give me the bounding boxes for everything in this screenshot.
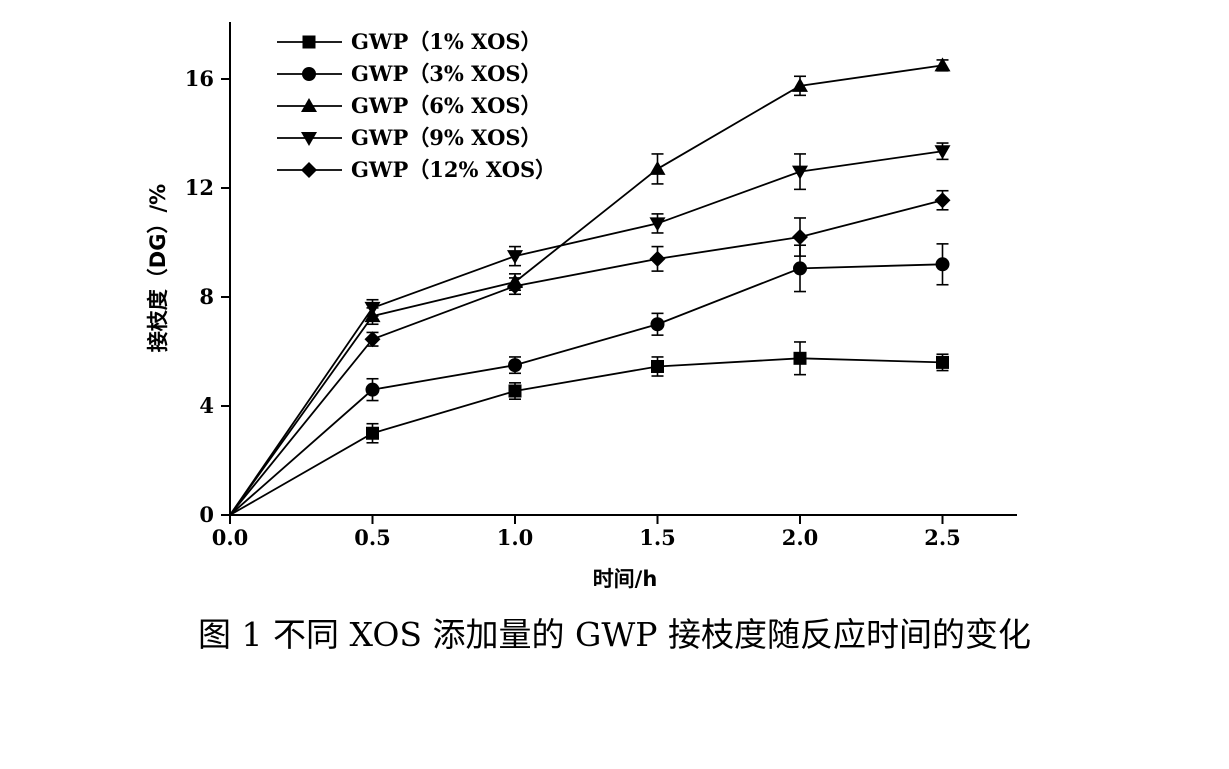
data-point [934, 57, 951, 72]
legend-label: GWP（3% XOS） [351, 61, 542, 86]
data-point [649, 250, 666, 267]
series-line [229, 263, 943, 516]
data-point [792, 77, 808, 92]
data-point [507, 250, 523, 265]
legend-item-2: GWP（3% XOS） [277, 61, 542, 86]
series-2 [229, 243, 950, 516]
x-tick-label: 2.0 [782, 525, 819, 550]
x-tick-label: 1.5 [639, 525, 676, 550]
legend-label: GWP（1% XOS） [351, 29, 542, 54]
y-tick-label: 4 [199, 393, 214, 418]
data-point [649, 217, 666, 232]
series-line [229, 64, 943, 516]
data-point [651, 359, 664, 373]
data-point [934, 192, 951, 209]
legend-item-3: GWP（6% XOS） [277, 93, 542, 118]
axes [229, 22, 1017, 516]
data-point [366, 426, 379, 440]
series-line [229, 199, 943, 516]
data-point [508, 384, 522, 398]
y-tick-label: 12 [185, 175, 214, 200]
legend-label: GWP（6% XOS） [351, 93, 542, 118]
legend-item-4: GWP（9% XOS） [277, 125, 542, 150]
data-point [365, 382, 380, 397]
legend-item-1: GWP（1% XOS） [277, 29, 542, 54]
legend: GWP（1% XOS） GWP（3% XOS） GWP（6% XOS） GWP（9% … [277, 29, 556, 182]
y-tick-label: 8 [199, 284, 214, 309]
x-axis-title: 时间/h [593, 567, 658, 591]
data-point [936, 355, 949, 369]
legend-marker [302, 35, 316, 49]
legend-marker [301, 132, 317, 146]
x-tick-label: 1.0 [497, 525, 534, 550]
y-tick-label: 0 [199, 502, 214, 527]
legend-item-5: GWP（12% XOS） [277, 157, 556, 182]
series-group [229, 57, 951, 516]
data-point [793, 261, 807, 276]
data-point [934, 145, 951, 160]
y-tick-label: 16 [185, 66, 214, 91]
data-point [792, 165, 808, 180]
figure-caption: 图 1 不同 XOS 添加量的 GWP 接枝度随反应时间的变化 [198, 615, 1031, 654]
series-3 [229, 57, 951, 516]
series-1 [229, 341, 949, 516]
data-point [935, 257, 950, 272]
data-point [793, 351, 807, 365]
series-4 [229, 142, 951, 516]
data-point [649, 160, 666, 175]
data-point [364, 301, 381, 316]
legend-marker [301, 98, 317, 112]
x-tick-label: 0.5 [354, 525, 391, 550]
series-line [229, 357, 943, 516]
x-tick-label: 0.0 [212, 525, 249, 550]
x-tick-label: 2.5 [924, 525, 961, 550]
legend-marker [301, 162, 317, 178]
data-point [508, 358, 522, 373]
ticks: 0 4 8 12 16 0.0 0.5 1.0 1.5 2.0 2.5 [185, 66, 961, 550]
legend-marker [302, 67, 316, 81]
y-axis-title: 接枝度（DG）/% [146, 184, 170, 352]
data-point [364, 331, 381, 348]
data-point [650, 317, 665, 332]
series-line [229, 150, 943, 516]
legend-label: GWP（9% XOS） [351, 125, 542, 150]
legend-label: GWP（12% XOS） [351, 157, 556, 182]
series-5 [229, 189, 951, 516]
data-point [507, 278, 523, 295]
data-point [792, 229, 808, 246]
